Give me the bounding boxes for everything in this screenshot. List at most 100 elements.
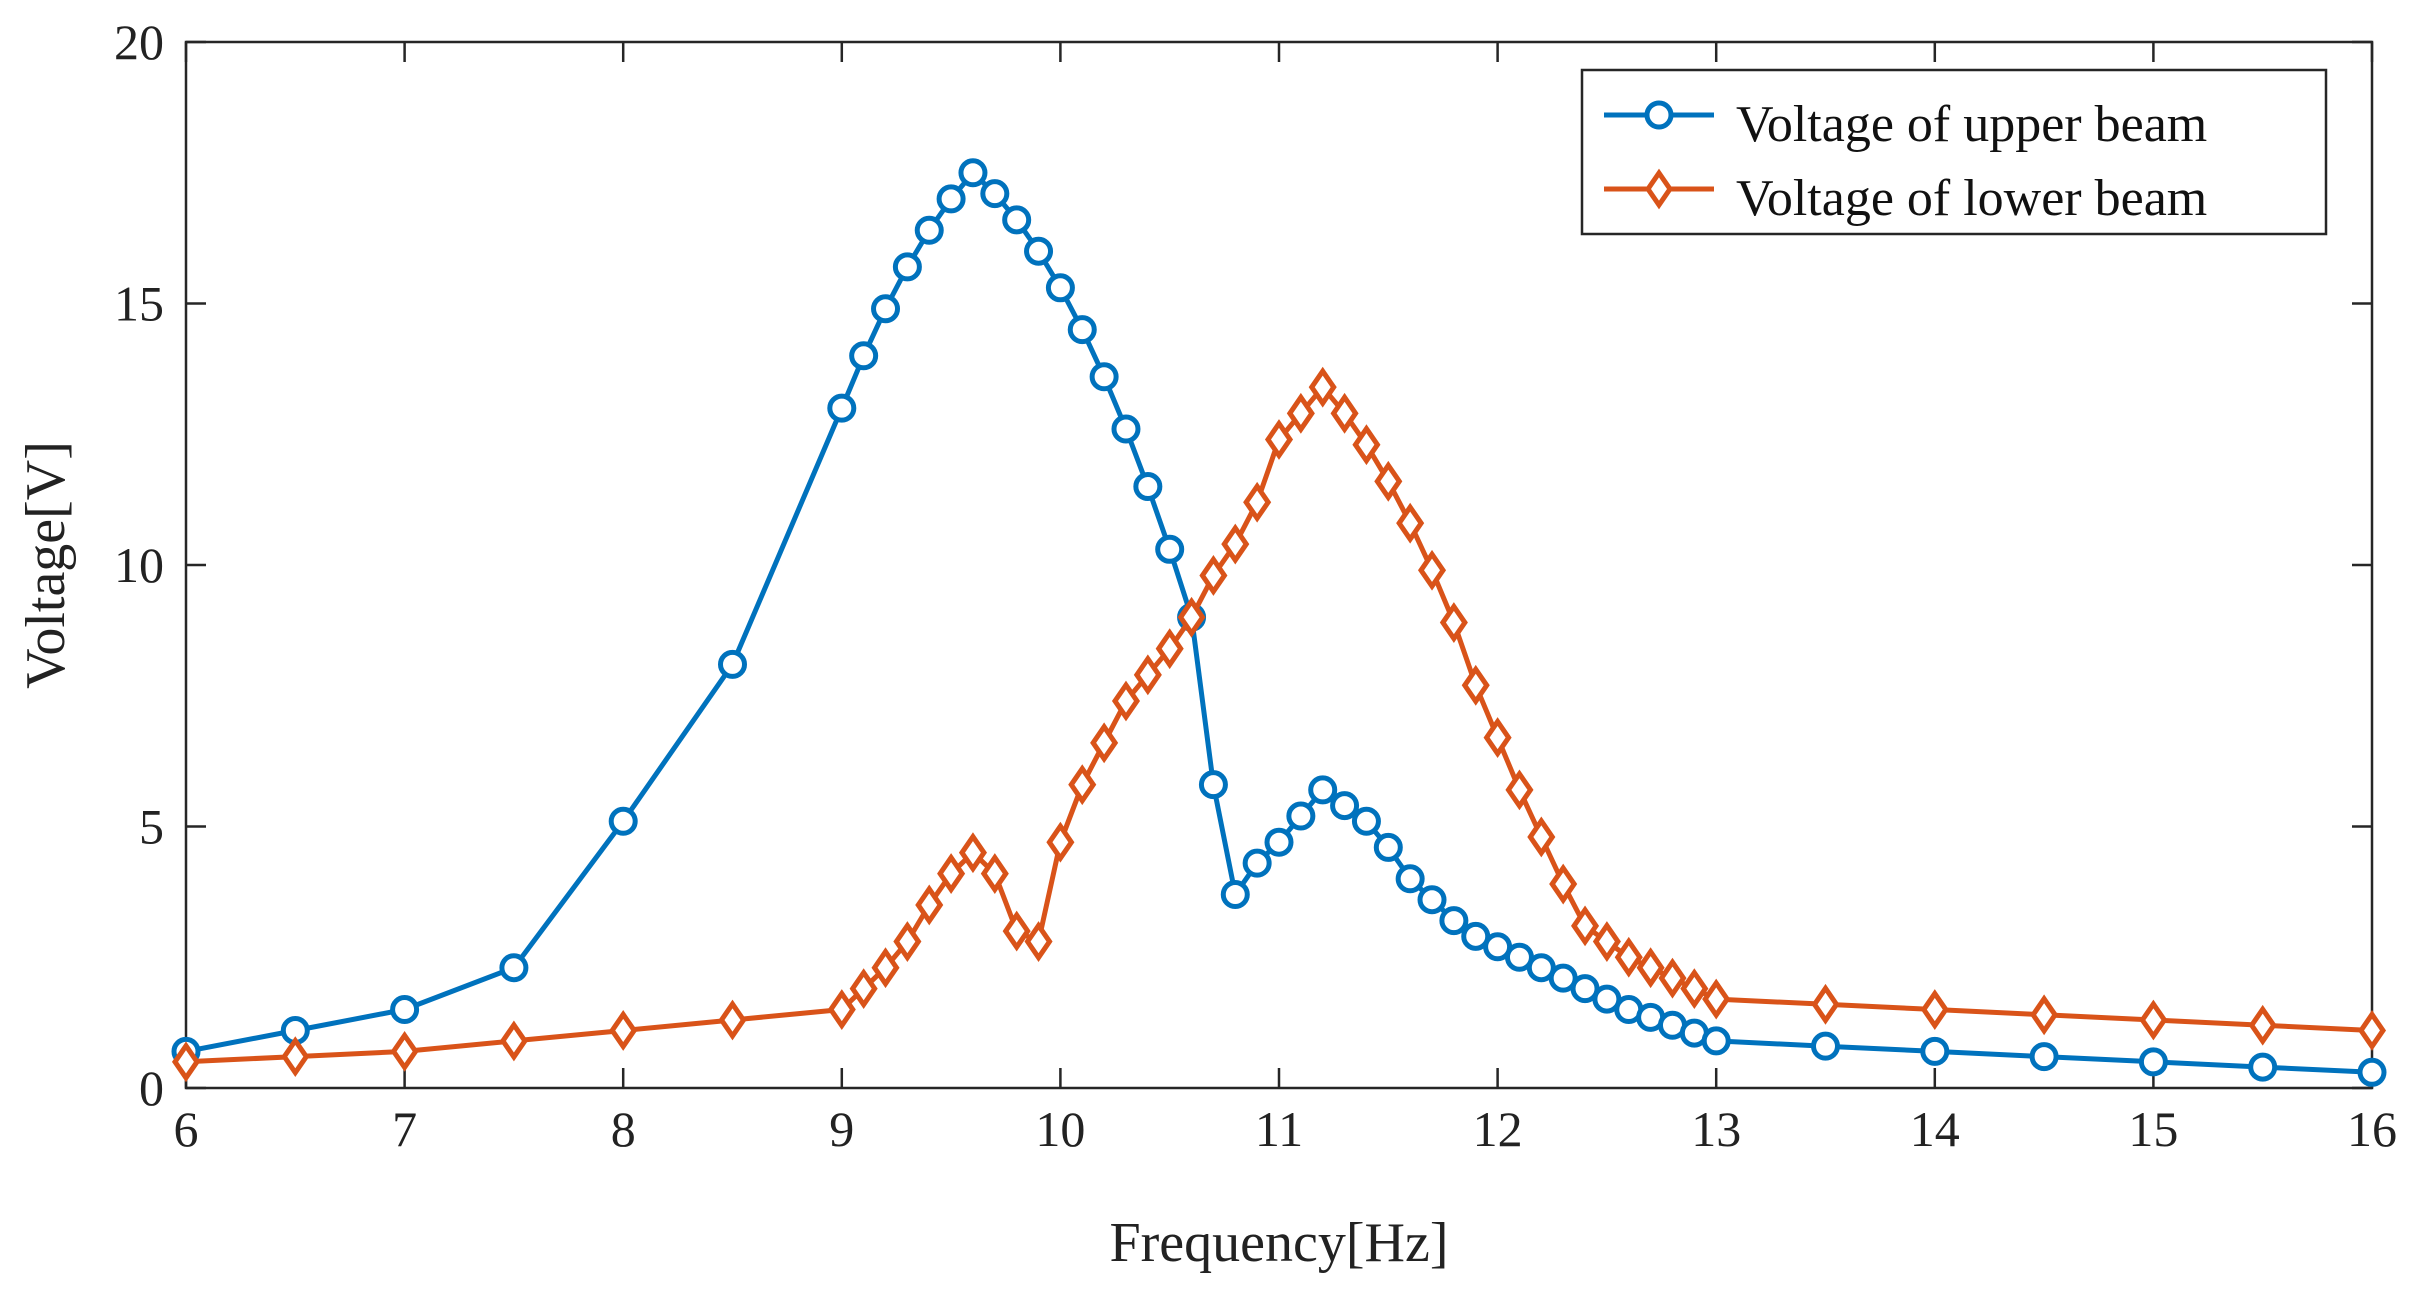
data-point-1-42 bbox=[1614, 936, 1643, 978]
legend-marker-1 bbox=[1644, 168, 1674, 210]
legend-sample-lower-beam bbox=[1604, 168, 1714, 210]
data-point-1-40 bbox=[1571, 905, 1600, 947]
data-point-0-29 bbox=[1330, 791, 1360, 821]
data-series bbox=[171, 158, 2387, 1087]
data-point-1-14 bbox=[1002, 910, 1031, 952]
data-point-1-39 bbox=[1549, 863, 1578, 905]
y-tick-label-15: 15 bbox=[114, 276, 164, 332]
data-point-1-51 bbox=[2248, 1004, 2277, 1046]
data-point-1-35 bbox=[1461, 664, 1490, 706]
series-upper-beam bbox=[171, 158, 2387, 1087]
data-point-1-30 bbox=[1352, 424, 1381, 466]
data-point-0-18 bbox=[1089, 362, 1119, 392]
data-point-1-10 bbox=[915, 884, 944, 926]
legend-label-upper-beam: Voltage of upper beam bbox=[1736, 96, 2207, 153]
data-point-1-25 bbox=[1243, 481, 1272, 523]
legend-label-lower-beam: Voltage of lower beam bbox=[1736, 170, 2207, 227]
x-tick-label-16: 16 bbox=[2347, 1101, 2397, 1157]
data-point-1-20 bbox=[1133, 654, 1162, 696]
data-point-0-48 bbox=[1920, 1036, 1950, 1066]
data-point-1-12 bbox=[958, 832, 987, 874]
data-point-0-19 bbox=[1111, 414, 1141, 444]
data-point-1-6 bbox=[827, 989, 856, 1030]
data-point-1-15 bbox=[1024, 921, 1053, 962]
data-point-1-38 bbox=[1527, 816, 1556, 858]
data-point-0-21 bbox=[1155, 534, 1185, 564]
data-point-1-46 bbox=[1702, 978, 1731, 1020]
data-point-1-32 bbox=[1396, 502, 1425, 544]
data-point-1-26 bbox=[1264, 419, 1294, 460]
x-tick-label-9: 9 bbox=[829, 1101, 854, 1157]
data-point-1-28 bbox=[1308, 366, 1337, 408]
data-point-1-22 bbox=[1177, 596, 1206, 638]
data-point-1-16 bbox=[1046, 821, 1075, 863]
data-point-1-8 bbox=[871, 947, 900, 989]
data-point-1-48 bbox=[1920, 989, 1949, 1030]
data-point-0-31 bbox=[1373, 832, 1403, 862]
data-point-0-32 bbox=[1395, 864, 1425, 894]
data-point-1-9 bbox=[893, 921, 922, 962]
x-tick-label-8: 8 bbox=[611, 1101, 636, 1157]
data-point-0-23 bbox=[1198, 770, 1228, 800]
x-tick-label-11: 11 bbox=[1255, 1101, 1303, 1157]
data-point-1-41 bbox=[1592, 921, 1621, 962]
data-point-0-46 bbox=[1701, 1026, 1731, 1056]
data-point-0-15 bbox=[1024, 236, 1054, 266]
y-axis-title: Voltage[V] bbox=[15, 441, 77, 689]
legend: Voltage of upper beam Voltage of lower b… bbox=[1580, 68, 2328, 236]
data-point-0-13 bbox=[980, 179, 1010, 209]
data-point-0-28 bbox=[1308, 775, 1338, 805]
data-point-1-27 bbox=[1286, 392, 1315, 434]
x-tick-label-10: 10 bbox=[1035, 1101, 1085, 1157]
data-point-0-47 bbox=[1811, 1031, 1840, 1061]
data-point-0-52 bbox=[2357, 1057, 2387, 1087]
data-point-1-31 bbox=[1374, 460, 1403, 502]
x-tick-label-7: 7 bbox=[392, 1101, 417, 1157]
data-point-0-7 bbox=[849, 341, 879, 371]
data-point-1-47 bbox=[1811, 983, 1840, 1025]
data-point-0-30 bbox=[1351, 806, 1381, 836]
data-point-0-3 bbox=[499, 953, 529, 983]
data-point-0-49 bbox=[2029, 1042, 2059, 1072]
data-point-1-43 bbox=[1636, 947, 1665, 989]
data-point-0-51 bbox=[2248, 1052, 2278, 1082]
y-tick-label-5: 5 bbox=[139, 799, 164, 855]
data-point-1-21 bbox=[1155, 628, 1184, 670]
legend-sample-upper-beam bbox=[1604, 100, 1714, 130]
x-tick-label-14: 14 bbox=[1910, 1101, 1960, 1157]
y-tick-label-0: 0 bbox=[139, 1060, 164, 1116]
data-point-1-23 bbox=[1199, 555, 1228, 596]
x-axis-title: Frequency[Hz] bbox=[1110, 1212, 1449, 1274]
x-tick-label-12: 12 bbox=[1473, 1101, 1523, 1157]
data-point-1-11 bbox=[937, 853, 966, 894]
data-point-1-44 bbox=[1658, 957, 1687, 999]
x-tick-label-13: 13 bbox=[1691, 1101, 1741, 1157]
data-point-0-14 bbox=[1002, 205, 1032, 235]
data-point-0-16 bbox=[1045, 273, 1075, 303]
data-point-0-17 bbox=[1067, 315, 1097, 345]
legend-marker-0 bbox=[1644, 100, 1674, 130]
data-point-0-26 bbox=[1264, 827, 1294, 857]
data-point-0-4 bbox=[608, 806, 638, 836]
legend-box bbox=[1580, 68, 2328, 236]
data-point-0-2 bbox=[390, 995, 420, 1025]
data-point-1-0 bbox=[171, 1041, 201, 1083]
data-point-0-9 bbox=[892, 252, 922, 282]
y-tick-label-10: 10 bbox=[114, 537, 164, 593]
data-point-0-8 bbox=[871, 294, 901, 324]
data-point-0-24 bbox=[1220, 879, 1250, 909]
data-point-1-5 bbox=[718, 999, 747, 1041]
data-point-1-2 bbox=[390, 1030, 419, 1072]
data-point-0-12 bbox=[958, 158, 988, 188]
data-point-1-50 bbox=[2139, 999, 2168, 1041]
data-point-1-13 bbox=[980, 853, 1009, 894]
data-point-0-33 bbox=[1417, 885, 1447, 915]
data-point-1-49 bbox=[2030, 994, 2059, 1036]
data-point-1-29 bbox=[1330, 392, 1359, 434]
data-point-1-24 bbox=[1221, 523, 1250, 565]
data-point-1-33 bbox=[1417, 549, 1447, 591]
data-point-0-5 bbox=[718, 649, 747, 679]
data-point-0-34 bbox=[1439, 906, 1469, 936]
data-point-1-36 bbox=[1483, 717, 1512, 759]
